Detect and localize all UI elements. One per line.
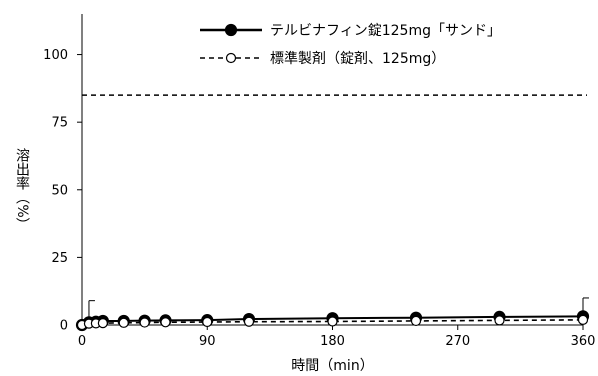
x-axis-title: 時間（min）: [291, 358, 373, 374]
data-point-open: [327, 316, 338, 327]
data-point-open: [494, 315, 505, 326]
legend-marker-2: [225, 52, 237, 64]
x-tick-label: 90: [199, 334, 216, 349]
legend-label-2: 標準製剤（錠剤、125mg）: [270, 51, 445, 67]
ticks: 0 25 50 75 100 0 90 180 270 360: [43, 48, 595, 349]
series-2: [76, 314, 589, 331]
y-tick-label: 100: [43, 48, 68, 63]
data-point-open: [577, 314, 589, 325]
y-tick-label: 0: [60, 319, 68, 334]
y-axis-title: 溶出率（%）: [14, 148, 30, 231]
legend-marker-1: [224, 23, 238, 37]
data-point-open: [160, 317, 171, 328]
data-point-open: [118, 317, 129, 328]
x-tick-label: 0: [78, 334, 86, 349]
data-point-open: [202, 316, 213, 328]
series-group: [75, 297, 590, 332]
legend: テルビナフィン錠125mg「サンド」標準製剤（錠剤、125mg）: [200, 23, 501, 67]
x-tick-label: 360: [571, 334, 596, 349]
data-point-open: [410, 315, 422, 327]
y-tick-label: 25: [51, 251, 68, 266]
x-tick-label: 180: [320, 334, 345, 349]
legend-label-1: テルビナフィン錠125mg「サンド」: [270, 23, 501, 39]
y-tick-label: 50: [51, 183, 68, 198]
x-tick-label: 270: [445, 334, 470, 349]
data-point-open: [243, 316, 255, 327]
data-point-open: [97, 318, 108, 329]
y-tick-label: 75: [51, 116, 68, 131]
data-point-open: [139, 317, 150, 328]
